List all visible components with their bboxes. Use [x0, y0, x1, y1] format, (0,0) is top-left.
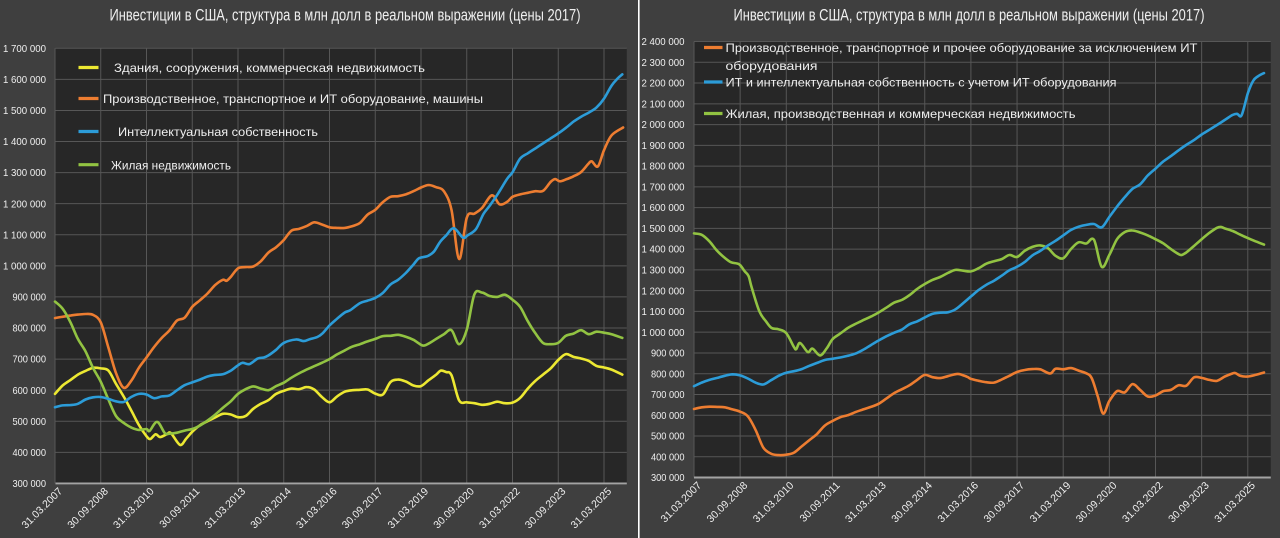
- svg-text:1 100 000: 1 100 000: [3, 229, 46, 241]
- svg-text:Здания, сооружения, коммерческ: Здания, сооружения, коммерческая недвижи…: [114, 61, 425, 75]
- svg-text:800 000: 800 000: [651, 368, 685, 380]
- svg-text:400 000: 400 000: [651, 451, 685, 463]
- svg-text:600 000: 600 000: [651, 410, 685, 422]
- svg-text:Инвестиции в США, структура в: Инвестиции в США, структура в млн долл в…: [110, 6, 581, 25]
- svg-text:оборудования: оборудования: [726, 59, 818, 73]
- svg-text:500 000: 500 000: [13, 416, 47, 428]
- svg-text:2 000 000: 2 000 000: [642, 119, 685, 131]
- svg-text:600 000: 600 000: [13, 385, 47, 397]
- svg-text:Жилая недвижимость: Жилая недвижимость: [111, 158, 231, 172]
- svg-text:1 900 000: 1 900 000: [642, 140, 685, 152]
- svg-text:Производственное, транспортное: Производственное, транспортное и ИТ обор…: [103, 92, 483, 106]
- svg-text:2 100 000: 2 100 000: [642, 98, 685, 110]
- svg-text:1 200 000: 1 200 000: [642, 285, 685, 297]
- svg-text:Производственное, транспортное: Производственное, транспортное и прочее …: [726, 41, 1199, 55]
- svg-text:1 400 000: 1 400 000: [642, 244, 685, 256]
- svg-text:300 000: 300 000: [13, 478, 47, 490]
- svg-text:1 400 000: 1 400 000: [3, 136, 46, 148]
- svg-text:ИТ и интеллектуальная собствен: ИТ и интеллектуальная собственность с уч…: [726, 76, 1117, 90]
- svg-text:1 700 000: 1 700 000: [642, 181, 685, 193]
- svg-text:400 000: 400 000: [13, 447, 47, 459]
- svg-text:800 000: 800 000: [13, 323, 47, 335]
- svg-text:700 000: 700 000: [651, 389, 685, 401]
- svg-text:900 000: 900 000: [13, 292, 47, 304]
- svg-text:1 200 000: 1 200 000: [3, 198, 46, 210]
- svg-text:1 300 000: 1 300 000: [642, 265, 685, 277]
- svg-text:Инвестиции в США, структура в: Инвестиции в США, структура в млн долл в…: [734, 6, 1205, 25]
- svg-text:1 000 000: 1 000 000: [642, 327, 685, 339]
- svg-text:2 300 000: 2 300 000: [642, 57, 685, 69]
- svg-text:1 800 000: 1 800 000: [642, 161, 685, 173]
- svg-text:Интеллектуальная собственность: Интеллектуальная собственность: [118, 125, 318, 139]
- svg-text:1 600 000: 1 600 000: [3, 74, 46, 86]
- svg-text:1 000 000: 1 000 000: [3, 260, 46, 272]
- svg-text:1 500 000: 1 500 000: [3, 105, 46, 117]
- svg-text:Жилая, производственная и комм: Жилая, производственная и коммерческая н…: [726, 107, 1076, 121]
- svg-text:300 000: 300 000: [651, 472, 685, 484]
- svg-text:2 400 000: 2 400 000: [642, 36, 685, 48]
- svg-text:700 000: 700 000: [13, 354, 47, 366]
- svg-text:2 200 000: 2 200 000: [642, 78, 685, 90]
- svg-text:1 600 000: 1 600 000: [642, 202, 685, 214]
- svg-text:900 000: 900 000: [651, 348, 685, 360]
- svg-text:1 300 000: 1 300 000: [3, 167, 46, 179]
- svg-text:1 100 000: 1 100 000: [642, 306, 685, 318]
- svg-text:1 700 000: 1 700 000: [3, 43, 46, 55]
- svg-text:500 000: 500 000: [651, 431, 685, 443]
- svg-text:1 500 000: 1 500 000: [642, 223, 685, 235]
